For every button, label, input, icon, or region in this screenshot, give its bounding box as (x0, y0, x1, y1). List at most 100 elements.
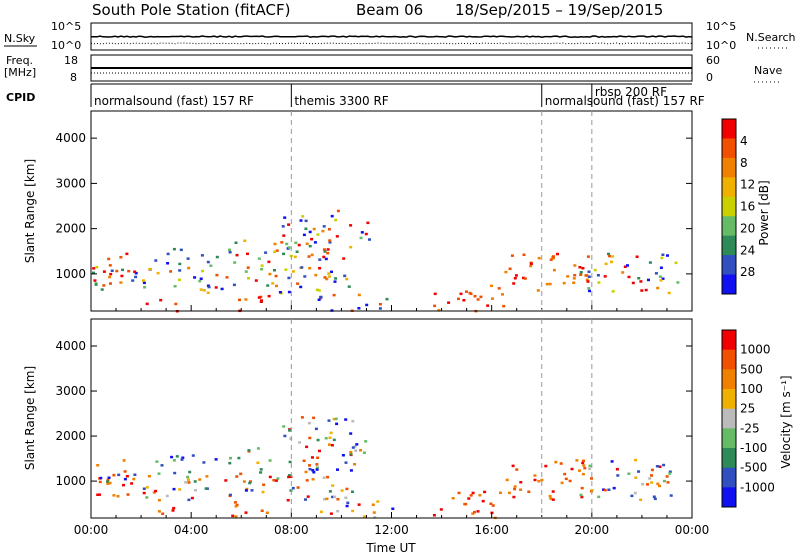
velocity-axes: 1000 2000 3000 4000 00:00 04:00 08:00 12:00 16:0… (55, 319, 709, 537)
scatter-cell (432, 514, 436, 517)
scatter-cell (513, 277, 517, 280)
scatter-cell (246, 266, 250, 269)
scatter-cell (186, 257, 190, 260)
scatter-cell (287, 223, 291, 226)
scatter-cell (92, 271, 95, 275)
scatter-cell (366, 221, 370, 225)
scatter-cell (654, 272, 658, 275)
colorbar-swatch (722, 274, 736, 295)
scatter-cell (93, 279, 97, 282)
scatter-cell (476, 298, 480, 301)
scatter-cell (581, 267, 585, 270)
scatter-cell (108, 481, 112, 485)
scatter-cell (319, 510, 323, 514)
scatter-cell (639, 498, 643, 501)
power-ylabel: Slant Range [km] (23, 159, 37, 263)
scatter-cell (501, 293, 504, 296)
scatter-cell (345, 277, 349, 281)
scatter-cell (198, 478, 202, 481)
scatter-cell (250, 489, 254, 492)
scatter-cell (261, 490, 265, 494)
scatter-cell (340, 489, 344, 492)
scatter-cell (666, 254, 669, 257)
scatter-cell (433, 292, 437, 296)
scatter-cell (336, 509, 340, 513)
scatter-cell (481, 499, 485, 503)
scatter-cell (349, 469, 353, 472)
power-panel: 1000 2000 3000 4000 Slant Range [km] 4 8 12 16… (23, 110, 771, 313)
scatter-cell (326, 475, 330, 479)
freq-tick-bottom: 8 (70, 71, 77, 84)
scatter-cell (271, 282, 275, 285)
scatter-cell (294, 241, 298, 244)
scatter-cell (322, 248, 326, 251)
scatter-cell (582, 464, 586, 467)
scatter-cell (333, 495, 337, 499)
scatter-cell (633, 491, 637, 495)
scatter-cell (563, 472, 567, 476)
scatter-cell (347, 285, 351, 288)
scatter-cell (307, 421, 311, 425)
scatter-cell (652, 495, 656, 498)
scatter-cell (287, 246, 291, 249)
scatter-cell (662, 463, 666, 467)
scatter-cell (112, 494, 116, 497)
scatter-cell (578, 266, 582, 269)
scatter-cell (304, 470, 308, 474)
scatter-cell (179, 248, 183, 252)
scatter-cell (583, 466, 587, 470)
scatter-cell (529, 264, 533, 268)
scatter-cell (489, 502, 493, 505)
scatter-cell (283, 216, 287, 219)
colorbar-tick-label: 16 (740, 200, 755, 214)
colorbar-tick-label: 12 (740, 178, 755, 192)
scatter-cell (551, 490, 555, 493)
scatter-cell (329, 431, 333, 435)
scatter-cell (512, 495, 516, 499)
scatter-cell (312, 227, 316, 231)
scatter-cell (209, 264, 213, 267)
scatter-cell (202, 289, 206, 292)
scatter-cell (351, 490, 354, 493)
scatter-cell (297, 243, 301, 247)
scatter-cell (471, 512, 475, 515)
scatter-cell (325, 277, 329, 281)
scatter-cell (581, 472, 585, 476)
scatter-cell (123, 470, 127, 473)
scatter-cell (336, 209, 340, 213)
scatter-cell (302, 233, 306, 237)
scatter-cell (349, 224, 353, 227)
freq-trace (91, 67, 692, 74)
scatter-cell (668, 472, 672, 475)
scatter-cell (607, 252, 610, 256)
scatter-cell (479, 295, 483, 299)
scatter-cell (304, 227, 308, 230)
scatter-cell (235, 475, 239, 478)
scatter-cell (346, 501, 350, 505)
scatter-cell (186, 475, 190, 479)
freq-panel: Freq. [MHz] 18 8 60 0 Nave (4, 54, 782, 84)
scatter-cell (586, 255, 590, 258)
scatter-cell (635, 255, 639, 258)
scatter-cell (94, 283, 98, 286)
scatter-cell (305, 445, 309, 449)
scatter-cell (125, 475, 129, 478)
scatter-cell (145, 496, 149, 499)
scatter-cell (473, 510, 476, 514)
scatter-cell (354, 449, 358, 452)
scatter-cell (510, 254, 514, 257)
scatter-cell (142, 281, 146, 285)
scatter-cell (229, 456, 232, 460)
scatter-cell (95, 265, 99, 269)
scatter-cell (332, 438, 336, 442)
y-tick-label: 1000 (55, 267, 86, 281)
scatter-cell (457, 491, 461, 495)
scatter-cell (323, 250, 327, 253)
scatter-cell (315, 466, 319, 469)
scatter-cell (490, 284, 493, 288)
scatter-cell (342, 257, 346, 260)
scatter-cell (98, 493, 101, 496)
scatter-cell (180, 458, 184, 461)
scatter-cell (107, 476, 111, 479)
scatter-cell (587, 287, 591, 290)
